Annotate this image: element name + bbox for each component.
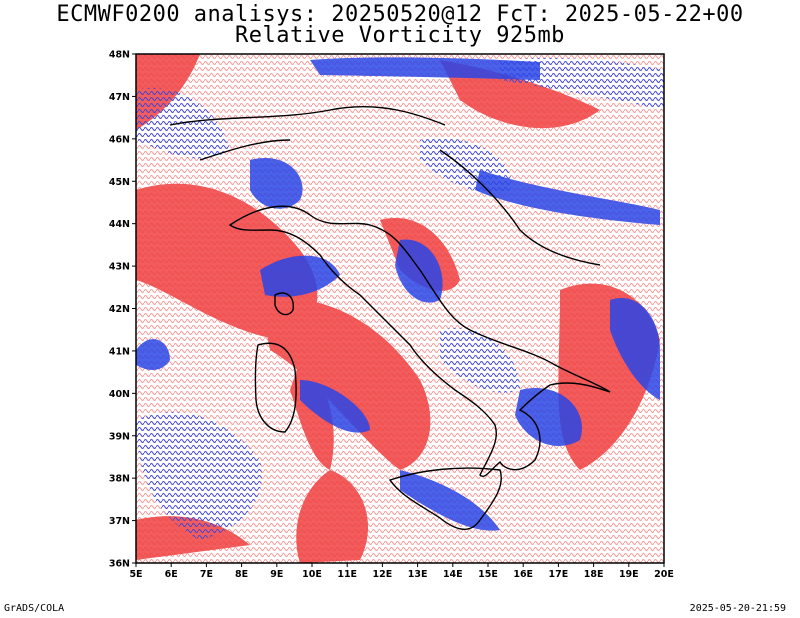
- footer-credit: GrADS/COLA: [4, 603, 65, 614]
- lat-tick-label: 45N: [109, 177, 130, 188]
- lon-tick-label: 18E: [584, 569, 604, 580]
- latitude-axis: 36N 37N 38N 39N 40N 41N 42N 43N 44N 45N 46N 47N 48N: [109, 50, 136, 570]
- longitude-axis: 5E 6E 7E 8E 9E 10E 11E 12E 13E 14E 15E 16E 17E 18E 19E…: [129, 563, 674, 580]
- lon-tick-label: 14E: [443, 569, 463, 580]
- lon-tick-label: 16E: [513, 569, 533, 580]
- lon-tick-label: 6E: [165, 569, 178, 580]
- lat-tick-label: 44N: [109, 219, 130, 230]
- lat-tick-label: 48N: [109, 50, 130, 61]
- lat-tick-label: 41N: [109, 346, 130, 357]
- lon-tick-label: 10E: [302, 569, 322, 580]
- lat-tick-label: 42N: [109, 304, 130, 315]
- lat-tick-label: 39N: [109, 431, 130, 442]
- lon-tick-label: 15E: [478, 569, 498, 580]
- lon-tick-label: 11E: [337, 569, 357, 580]
- lon-tick-label: 7E: [200, 569, 213, 580]
- map-title: ECMWF0200 analisys: 20250520@12 FcT: 202…: [56, 2, 744, 27]
- lat-tick-label: 46N: [109, 134, 130, 145]
- lon-tick-label: 17E: [549, 569, 569, 580]
- negative-vorticity-areas: [136, 57, 660, 531]
- lon-tick-label: 19E: [619, 569, 639, 580]
- lat-tick-label: 43N: [109, 262, 130, 273]
- lon-tick-label: 12E: [373, 569, 393, 580]
- lon-tick-label: 5E: [129, 569, 142, 580]
- lon-tick-label: 8E: [235, 569, 248, 580]
- lat-tick-label: 37N: [109, 516, 130, 527]
- lat-tick-label: 40N: [109, 389, 130, 400]
- lon-tick-label: 9E: [270, 569, 283, 580]
- lon-tick-label: 20E: [654, 569, 674, 580]
- contour-field: [136, 54, 664, 563]
- footer-timestamp: 2025-05-20-21:59: [689, 603, 786, 614]
- lon-tick-label: 13E: [408, 569, 428, 580]
- lat-tick-label: 36N: [109, 559, 130, 570]
- lat-tick-label: 38N: [109, 474, 130, 485]
- lat-tick-label: 47N: [109, 92, 130, 103]
- coastlines: [169, 106, 611, 530]
- map-subtitle: Relative Vorticity 925mb: [235, 23, 565, 48]
